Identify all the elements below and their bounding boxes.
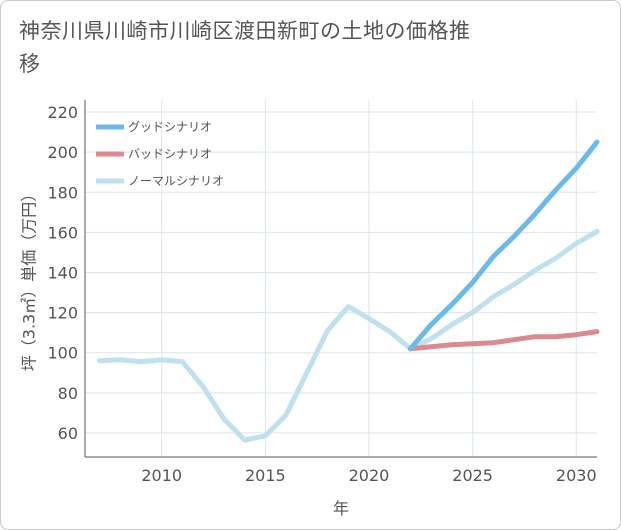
series-line-1 <box>407 139 600 352</box>
legend-label: グッドシナリオ <box>128 120 212 134</box>
y-tick-label: 60 <box>58 424 78 443</box>
y-tick-label: 200 <box>47 143 78 162</box>
series-line-3 <box>97 228 600 443</box>
y-axis-label: 坪（3.3㎡）単価（万円） <box>20 186 39 371</box>
series-line-2 <box>407 329 600 352</box>
x-tick-label: 2010 <box>141 466 182 485</box>
y-tick-label: 100 <box>47 344 78 363</box>
x-axis-label: 年 <box>333 499 349 518</box>
legend-label: バッドシナリオ <box>128 147 212 161</box>
y-tick-label: 220 <box>47 103 78 122</box>
y-tick-label: 120 <box>47 304 78 323</box>
x-tick-label: 2015 <box>245 466 286 485</box>
y-tick-label: 160 <box>47 223 78 242</box>
y-tick-label: 140 <box>47 263 78 282</box>
x-tick-label: 2020 <box>349 466 390 485</box>
chart-title: 神奈川県川崎市川崎区渡田新町の土地の価格推移 <box>19 19 471 76</box>
y-tick-label: 180 <box>47 183 78 202</box>
x-tick-label: 2030 <box>556 466 597 485</box>
axes <box>84 100 597 458</box>
legend-label: ノーマルシナリオ <box>128 174 224 188</box>
tick-labels: 60 80 100 120 140 160 180 200 220 2010 2015 2020 202… <box>47 103 596 485</box>
series-lines <box>97 139 600 443</box>
x-tick-label: 2025 <box>452 466 493 485</box>
y-tick-label: 80 <box>58 384 78 403</box>
